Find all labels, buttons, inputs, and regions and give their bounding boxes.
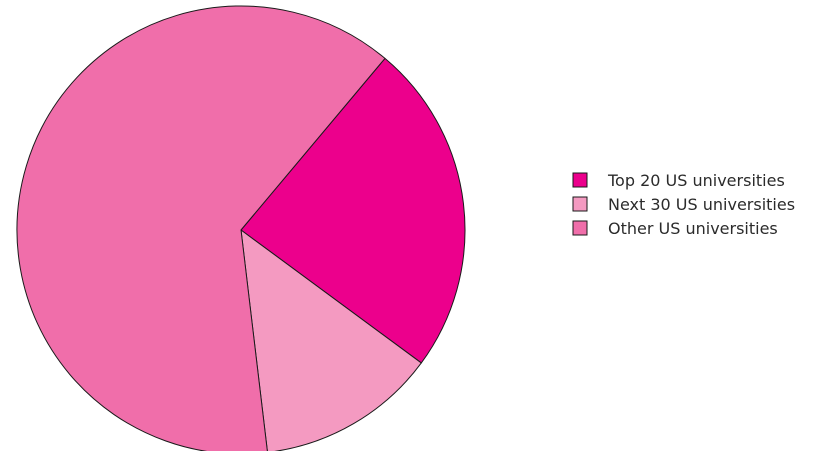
legend-label-2: Next 30 US universities [608, 195, 795, 214]
legend-swatch-2 [572, 196, 588, 212]
pie-slice-1 [240, 57, 466, 364]
legend-label-1: Top 20 US universities [607, 171, 785, 190]
pie-slices [16, 5, 466, 451]
legend-label-3: Other US universities [608, 219, 778, 238]
legend-swatch-1 [572, 172, 588, 188]
legend: Top 20 US universities Next 30 US univers… [572, 171, 795, 238]
legend-swatch-3 [572, 220, 588, 236]
pie-slice-2 [240, 229, 422, 451]
pie-slice-3 [16, 5, 386, 451]
